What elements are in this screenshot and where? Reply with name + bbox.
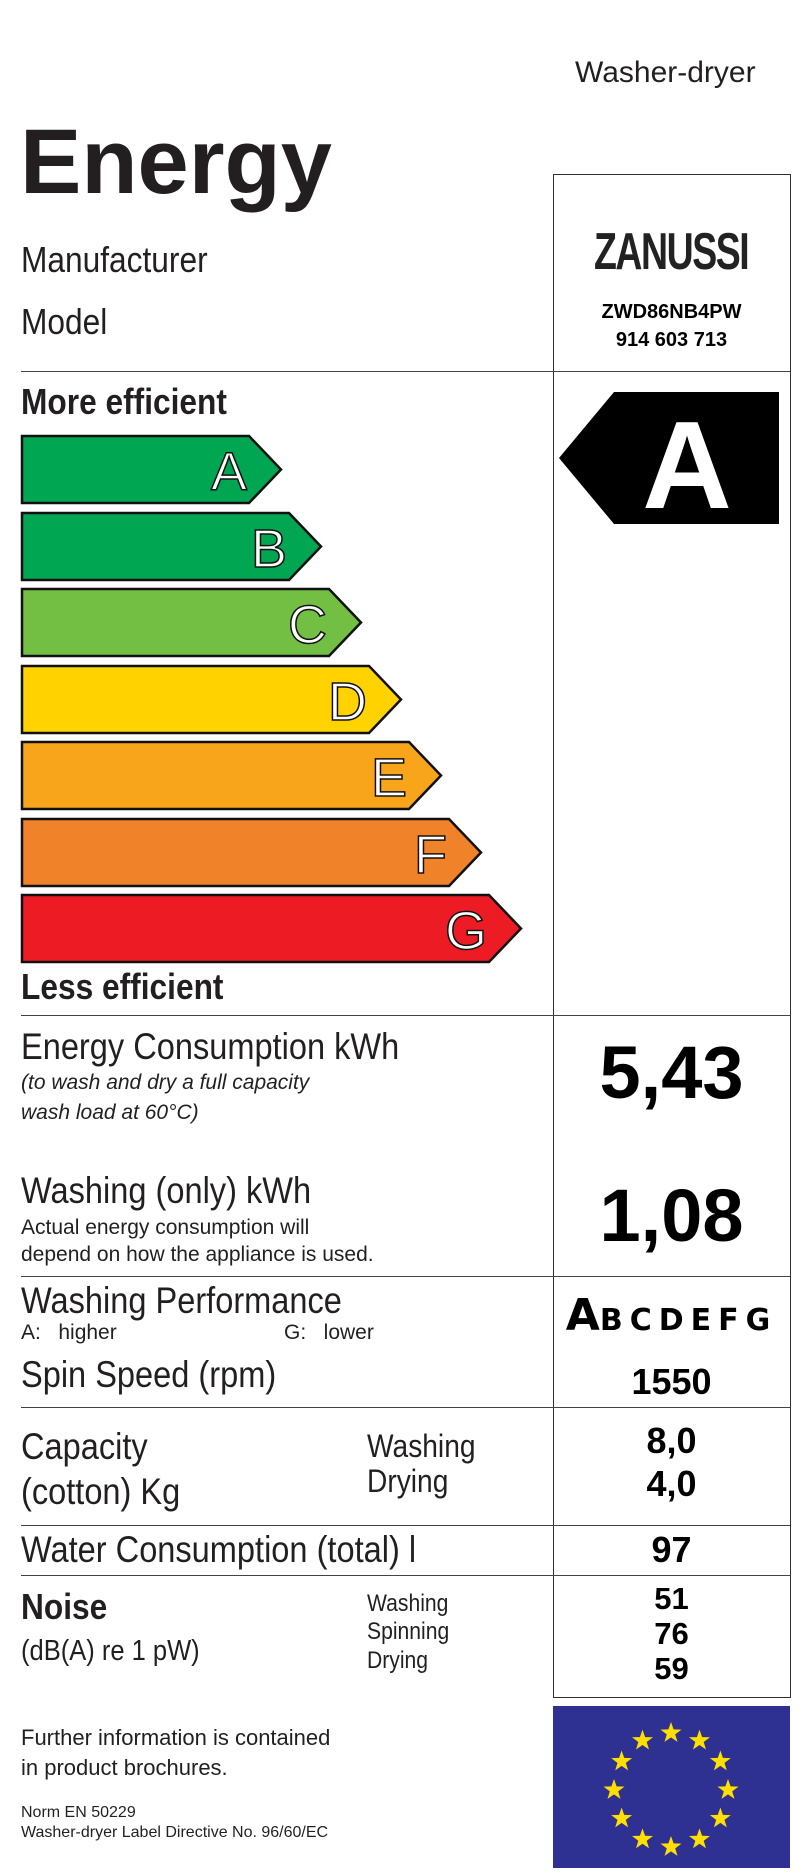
flag-star	[611, 1750, 633, 1771]
capacity-drying-value: 4,0	[646, 1463, 697, 1504]
noise-drying-value: 59	[654, 1651, 689, 1686]
more-efficient-label: More efficient	[21, 381, 227, 422]
efficiency-bar-letter: B	[251, 519, 287, 579]
efficiency-bar-shape	[20, 587, 363, 658]
energy-consumption-value: 5,43	[599, 1031, 744, 1114]
noise-spinning-label: Spinning	[367, 1618, 450, 1645]
performance-lower: G: lower	[284, 1321, 374, 1344]
norm: Norm EN 50229	[21, 1804, 136, 1821]
noise-label: Noise	[21, 1586, 108, 1627]
flag-star	[611, 1807, 633, 1828]
efficiency-bar-letter: E	[371, 748, 407, 808]
efficiency-bar-letter: F	[414, 825, 447, 885]
efficiency-bar-shape	[20, 817, 483, 887]
performance-higher: A: higher	[21, 1321, 117, 1344]
product-number: 914 603 713	[615, 329, 728, 351]
efficiency-bar-letter: D	[328, 672, 367, 732]
efficiency-bar-shape	[20, 511, 323, 581]
noise-washing-label: Washing	[367, 1590, 449, 1617]
model-label-text: Model	[21, 301, 108, 342]
efficiency-bar-shape	[20, 664, 403, 734]
label-title: Energy	[20, 111, 332, 213]
brand-logo: ZANUSSI	[594, 223, 750, 281]
capacity-washing-label: Washing	[367, 1428, 476, 1464]
flag-star	[709, 1807, 731, 1828]
performance-scale: ABCDEFG	[565, 1290, 778, 1341]
noise-spinning-value: 76	[654, 1616, 689, 1651]
capacity-drying-label: Drying	[367, 1463, 449, 1499]
washing-performance-label: Washing Performance	[21, 1280, 342, 1321]
eu-flag	[553, 1706, 790, 1868]
efficiency-bar-shape	[20, 740, 443, 811]
directive: Washer-dryer Label Directive No. 96/60/E…	[21, 1824, 329, 1841]
flag-star	[660, 1722, 682, 1742]
flag-star	[632, 1729, 653, 1750]
product-box	[553, 174, 791, 1698]
energy-consumption-note: (to wash and dry a full capacity wash loa…	[21, 1071, 310, 1124]
noise-washing-value: 51	[654, 1581, 689, 1616]
efficiency-bar-shape	[20, 434, 283, 505]
capacity-label: Capacity (cotton) Kg	[21, 1426, 181, 1512]
flag-star	[709, 1750, 731, 1771]
manufacturer-label-text: Manufacturer	[21, 239, 208, 280]
manufacturer-label: Manufacturer	[21, 242, 233, 278]
noise-unit: (dB(A) re 1 pW)	[21, 1635, 200, 1667]
noise-drying-label: Drying	[367, 1647, 429, 1674]
flag-star	[689, 1729, 710, 1750]
divider	[21, 1276, 790, 1277]
divider	[21, 1525, 790, 1526]
model-number: ZWD86NB4PW	[601, 301, 742, 323]
efficiency-bar-letter: A	[211, 442, 247, 502]
flag-star	[717, 1779, 739, 1799]
divider	[21, 1015, 790, 1016]
divider	[21, 1575, 790, 1576]
washing-only-value: 1,08	[599, 1174, 744, 1257]
water-consumption-label: Water Consumption (total) l	[21, 1529, 417, 1570]
flag-star	[632, 1828, 653, 1849]
efficiency-bar-letter: G	[445, 901, 487, 961]
divider	[21, 371, 790, 372]
flag-star	[689, 1828, 710, 1849]
washing-only-label: Washing (only) kWh	[21, 1170, 312, 1211]
spin-speed-value: 1550	[631, 1361, 712, 1402]
model-label: Model	[21, 304, 119, 340]
energy-consumption-label: Energy Consumption kWh	[21, 1026, 400, 1067]
efficiency-bar-letter: C	[288, 595, 327, 655]
washing-only-note: Actual energy consumption will depend on …	[21, 1216, 374, 1266]
divider	[21, 1407, 790, 1408]
spin-speed-label: Spin Speed (rpm)	[21, 1354, 277, 1395]
rating-letter: A	[642, 397, 732, 524]
water-consumption-value: 97	[651, 1529, 692, 1570]
less-efficient-label: Less efficient	[21, 966, 224, 1007]
capacity-washing-value: 8,0	[646, 1420, 697, 1461]
efficiency-bar-shape	[20, 893, 523, 964]
rating-arrow: A	[559, 392, 779, 524]
further-info: Further information is contained in produ…	[21, 1725, 331, 1780]
flag-star	[660, 1836, 682, 1856]
flag-star	[603, 1779, 625, 1799]
appliance-type: Washer-dryer	[575, 56, 756, 89]
